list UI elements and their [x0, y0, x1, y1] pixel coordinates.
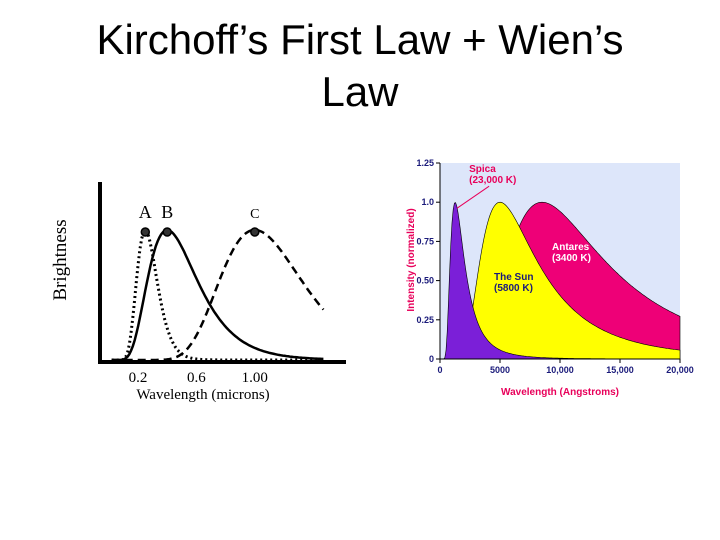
y-axis-label: Brightness [50, 219, 71, 300]
y-axis-label: Intensity (normalized) [406, 208, 417, 311]
star-name: The Sun [494, 272, 533, 283]
star-temperature: (3400 K) [552, 253, 591, 264]
x-axis-label: Wavelength (Angstroms) [501, 387, 619, 398]
y-tick-label: 1.0 [421, 197, 434, 207]
label-spica: Spica(23,000 K) [456, 164, 516, 209]
peak-label-b: B [161, 202, 173, 222]
star-temperature: (5800 K) [494, 283, 533, 294]
y-tick-label: 0 [429, 354, 434, 364]
x-tick-label: 5000 [490, 365, 510, 375]
title-line-2: Law [321, 68, 399, 115]
y-tick-label: 0.50 [416, 276, 434, 286]
y-tick-label: 0.75 [416, 236, 434, 246]
curve-c [111, 228, 325, 362]
x-tick-label: 20,000 [666, 365, 694, 375]
y-tick-label: 0.25 [416, 315, 434, 325]
star-name: Spica [469, 164, 496, 175]
spectrum-the-sun [440, 201, 681, 360]
peak-marker-a [140, 227, 151, 237]
x-tick-label: 10,000 [546, 365, 574, 375]
x-axis-label: Wavelength (microns) [136, 387, 269, 403]
slide-title: Kirchoff’s First Law + Wien’s Law [60, 14, 660, 118]
label-the-sun: The Sun(5800 K) [494, 272, 533, 294]
curve-b [111, 228, 324, 362]
label-antares: Antares(3400 K) [552, 242, 591, 264]
x-tick-label: 15,000 [606, 365, 634, 375]
x-tick-label: 1.00 [242, 370, 268, 386]
star-temperature: (23,000 K) [469, 175, 516, 186]
peak-marker-b [162, 227, 172, 237]
x-tick-label: 0.6 [187, 370, 206, 386]
x-tick-label: 0.2 [129, 370, 148, 386]
star-name: Antares [552, 242, 590, 253]
peak-label-c: C [250, 207, 259, 222]
label-pointer [456, 185, 490, 209]
y-tick-label: 1.25 [416, 158, 434, 168]
title-line-1: Kirchoff’s First Law + Wien’s [96, 16, 624, 63]
peak-label-a: A [139, 202, 152, 222]
peak-marker-c [250, 227, 260, 237]
stellar-spectra-chart: 0 0.25 0.50 0.75 1.0 1.25 0 5000 10,000 15,000 20,… [406, 158, 694, 398]
x-tick-label: 0 [437, 365, 442, 375]
